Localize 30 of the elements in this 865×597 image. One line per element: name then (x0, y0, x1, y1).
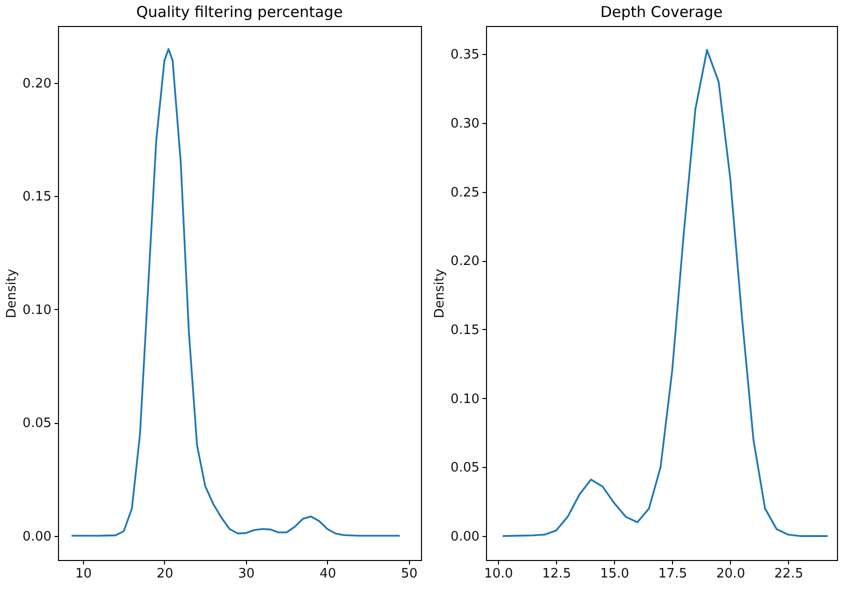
y-tick-label: 0.25 (450, 185, 480, 200)
x-tick-label: 17.5 (658, 566, 688, 582)
y-tick-label: 0.35 (450, 48, 480, 63)
y-tick-label: 0.00 (450, 530, 480, 545)
y-tick-label: 0.10 (450, 392, 480, 407)
x-tick-label: 10 (75, 566, 92, 582)
line-series (502, 49, 829, 537)
y-tick-label: 0.15 (22, 190, 52, 205)
chart-title: Depth Coverage (600, 3, 723, 21)
x-tick-label: 30 (238, 566, 255, 582)
x-tick-label: 50 (401, 566, 418, 582)
y-axis-title: Density (432, 268, 448, 318)
line-series (70, 48, 401, 537)
y-tick-label: 0.05 (22, 416, 52, 432)
y-tick-label: 0.05 (450, 460, 480, 476)
x-tick-label: 20.0 (716, 566, 746, 582)
y-tick-label: 0.20 (450, 254, 480, 270)
y-tick-label: 0.20 (22, 76, 52, 92)
x-tick-label: 20 (156, 566, 174, 582)
y-tick-label: 0.15 (450, 322, 480, 338)
x-tick-label: 22.5 (774, 566, 804, 582)
y-tick-label: 0.30 (450, 116, 480, 132)
x-tick-label: 40 (320, 566, 336, 582)
chart-title: Quality filtering percentage (136, 3, 343, 21)
x-tick-label: 15.0 (600, 566, 630, 582)
y-axis-title: Density (4, 268, 20, 318)
y-tick-label: 0.10 (22, 302, 52, 318)
x-tick-label: 10.0 (484, 566, 514, 582)
y-tick-label: 0.00 (22, 529, 52, 544)
x-tick-label: 12.5 (542, 566, 572, 582)
